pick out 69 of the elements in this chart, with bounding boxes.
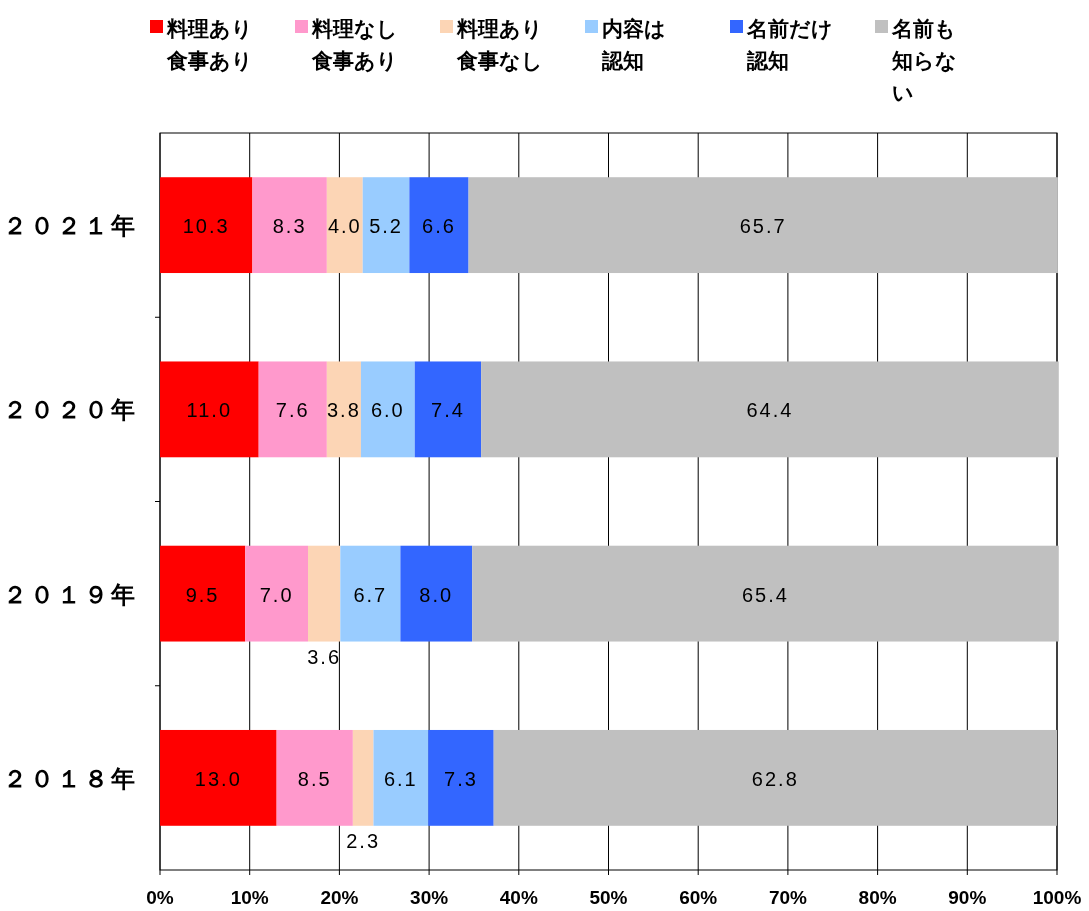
data-label: 2.3 (346, 829, 381, 852)
bar (352, 729, 374, 826)
x-tick-label: 30% (410, 887, 449, 908)
data-label: 62.8 (751, 767, 799, 790)
x-tick-label: 50% (589, 887, 628, 908)
x-tick-label: 90% (948, 887, 987, 908)
y-tick-label: ２０１９年 (3, 580, 138, 608)
data-label: 64.4 (746, 399, 794, 422)
data-label: 8.5 (297, 767, 332, 790)
bar (276, 729, 353, 826)
bar (468, 177, 1058, 274)
legend-label: 名前も知らない (892, 16, 958, 106)
data-label: 4.0 (327, 215, 362, 238)
data-label: 6.1 (383, 767, 418, 790)
data-label: 7.4 (431, 399, 465, 422)
x-tick-label: 100% (1032, 887, 1082, 908)
bar (414, 361, 482, 458)
x-tick-label: 70% (768, 887, 808, 908)
bar (373, 729, 429, 826)
data-label: 10.3 (182, 215, 230, 238)
bar (160, 729, 277, 826)
data-label: 7.0 (259, 583, 294, 606)
bar (326, 361, 361, 458)
bar (362, 177, 410, 274)
data-label: 65.4 (742, 583, 789, 606)
data-label: 5.2 (369, 215, 403, 238)
bar (258, 361, 327, 458)
data-label: 9.5 (185, 583, 220, 606)
data-label: 6.0 (370, 399, 405, 422)
bar (160, 361, 259, 458)
data-label: 7.6 (275, 399, 310, 422)
legend-label: 料理あり食事なし (457, 16, 544, 75)
x-tick-label: 60% (679, 887, 718, 908)
bar (400, 545, 473, 642)
data-label: 8.3 (272, 215, 307, 238)
bar (160, 545, 246, 642)
x-tick-label: 0% (146, 887, 174, 908)
y-tick-label: ２０２１年 (3, 212, 138, 240)
bar (160, 177, 253, 274)
data-label: 13.0 (194, 767, 242, 790)
data-label: 8.0 (419, 583, 454, 606)
bar (493, 729, 1057, 826)
legend-label: 料理あり食事あり (167, 16, 254, 75)
bar (308, 545, 341, 642)
bar (428, 729, 494, 826)
bar (409, 177, 469, 274)
legend-label: 名前だけ認知 (747, 16, 834, 74)
y-tick-label: ２０１８年 (3, 764, 138, 792)
data-label: 6.7 (353, 583, 388, 606)
data-label: 65.7 (739, 215, 787, 238)
bar (472, 545, 1059, 642)
data-label: 7.3 (444, 767, 478, 790)
bar (252, 177, 327, 274)
legend-label: 料理なし食事あり (312, 16, 399, 75)
bar (340, 545, 401, 642)
bar (326, 177, 363, 274)
x-tick-label: 40% (499, 887, 538, 908)
data-label: 3.6 (307, 645, 342, 668)
x-tick-label: 80% (858, 887, 897, 908)
bar (360, 361, 415, 458)
x-tick-label: 20% (320, 887, 359, 908)
data-label: 6.6 (422, 215, 456, 238)
data-label: 11.0 (186, 399, 233, 422)
data-label: 3.8 (326, 399, 361, 422)
legend-label: 内容は認知 (602, 16, 667, 74)
y-tick-label: ２０２０年 (3, 396, 138, 424)
x-tick-label: 10% (230, 887, 269, 908)
bar (245, 545, 309, 642)
bar (481, 361, 1059, 458)
